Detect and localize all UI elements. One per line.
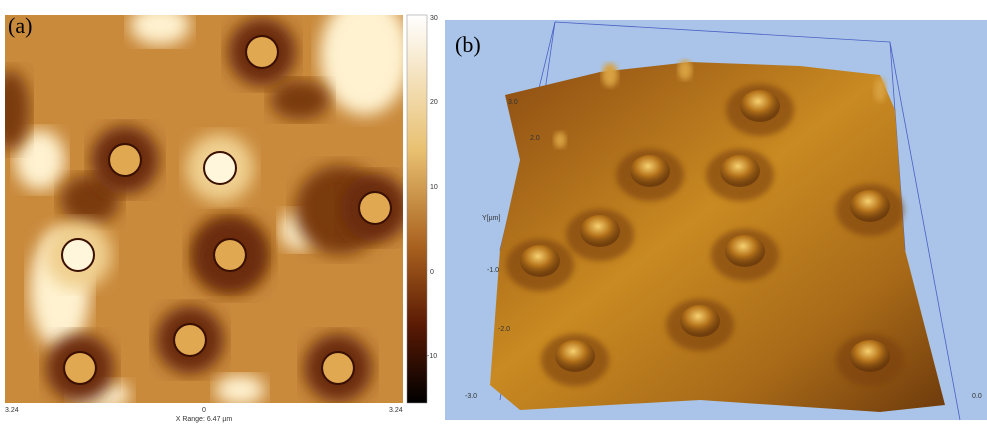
x-tick-label: 0 (202, 407, 206, 414)
pit-core (323, 353, 353, 383)
colorbar-tick: 20 (430, 99, 438, 106)
panel-label: (b) (455, 32, 481, 57)
afm-topography (0, 0, 410, 410)
x-axis-label: X Range: 6.47 µm (176, 416, 233, 423)
pit-core (65, 353, 95, 383)
axis-label: -2.0 (498, 326, 510, 333)
peak (602, 63, 618, 87)
dark-patch (270, 80, 330, 120)
colorbar-tick: 0 (430, 269, 434, 276)
panel-label: (a) (8, 13, 32, 38)
crater-dome (720, 155, 760, 187)
pit-core (205, 153, 235, 183)
crater-dome (850, 190, 890, 222)
colorbar-tick: 10 (430, 184, 438, 191)
colorbar-tick: 30 (430, 15, 438, 22)
colorbar (407, 15, 427, 403)
pit-core (360, 193, 390, 223)
peak (678, 60, 692, 80)
peak (554, 132, 566, 148)
figure: (a) 3.24 0 3.24 X Range: 6.47 µm (b) 3.0… (0, 0, 987, 425)
axis-label: 0.0 (972, 393, 982, 400)
bright-patch (215, 375, 265, 405)
axis-label: Y[µm] (482, 215, 500, 222)
crater-dome (725, 235, 765, 267)
bright-patch (320, 0, 410, 115)
crater-dome (680, 305, 720, 337)
pit-core (175, 325, 205, 355)
crater-dome (520, 245, 560, 277)
x-tick-label: 3.24 (5, 407, 19, 414)
axis-label: -3.0 (465, 393, 477, 400)
axis-label: -1.0 (487, 267, 499, 274)
pit-core (215, 240, 245, 270)
axis-label: 3.0 (508, 99, 518, 106)
bright-patch (130, 5, 190, 45)
pit-core (63, 240, 93, 270)
peak (874, 78, 886, 102)
crater-dome (580, 215, 620, 247)
colorbar-tick: -10 (427, 353, 437, 360)
x-tick-label: 3.24 (389, 407, 403, 414)
crater-dome (555, 340, 595, 372)
pit-core (110, 145, 140, 175)
crater-dome (630, 155, 670, 187)
crater-dome (850, 340, 890, 372)
crater-dome (740, 90, 780, 122)
pit-core (247, 37, 277, 67)
axis-label: 2.0 (530, 135, 540, 142)
